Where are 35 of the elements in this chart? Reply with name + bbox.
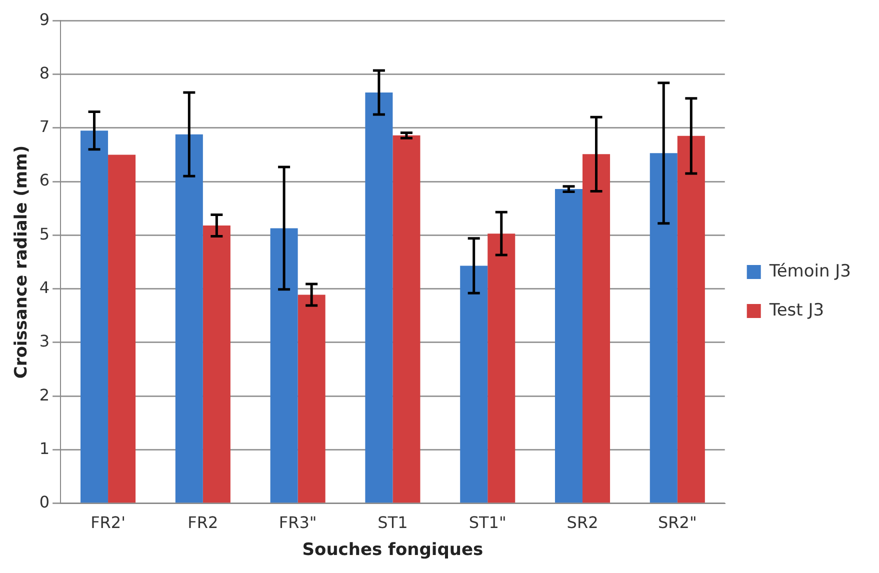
x-tick-label: SR2 <box>566 513 598 532</box>
x-axis-title: Souches fongiques <box>302 540 484 560</box>
y-axis-title: Croissance radiale (mm) <box>12 145 32 379</box>
legend-label: Témoin J3 <box>768 261 852 282</box>
bar <box>202 226 230 503</box>
bar <box>270 228 298 503</box>
bar <box>80 130 108 503</box>
bar <box>365 92 393 503</box>
bar <box>677 136 705 503</box>
x-tick-label: FR2 <box>188 513 218 532</box>
bar <box>392 135 420 503</box>
x-tick-label: ST1" <box>468 513 506 532</box>
y-tick-label: 8 <box>39 63 50 82</box>
y-tick-label: 7 <box>39 117 50 136</box>
bar <box>108 154 136 503</box>
x-tick-label: SR2" <box>658 513 697 532</box>
x-tick-label: FR3" <box>278 513 317 532</box>
y-tick-label: 1 <box>39 438 50 458</box>
y-tick-label: 0 <box>39 492 50 512</box>
y-tick-label: 3 <box>39 332 50 351</box>
y-tick-label: 9 <box>39 10 50 29</box>
legend-label: Test J3 <box>768 300 824 320</box>
bar <box>650 153 678 503</box>
y-tick-label: 2 <box>39 385 50 404</box>
bar <box>175 134 203 503</box>
bar <box>460 266 488 503</box>
bar <box>582 154 610 503</box>
x-tick-label: FR2' <box>90 513 126 532</box>
y-tick-label: 4 <box>39 278 50 297</box>
y-tick-label: 5 <box>39 224 50 244</box>
x-tick-label: ST1 <box>378 513 408 532</box>
y-tick-label: 6 <box>39 170 50 190</box>
bar <box>554 189 583 503</box>
bar <box>488 234 516 503</box>
bar <box>298 294 326 503</box>
